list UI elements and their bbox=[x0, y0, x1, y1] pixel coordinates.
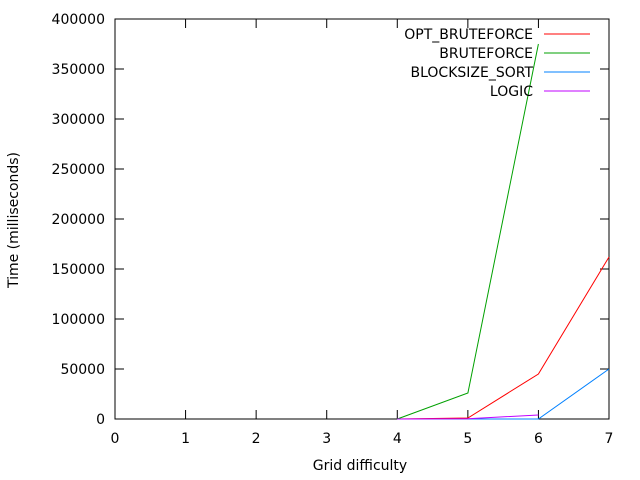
x-axis-label: Grid difficulty bbox=[313, 458, 407, 474]
legend-label-blocksize-sort: BLOCKSIZE_SORT bbox=[411, 65, 534, 81]
y-axis-label: Time (milliseconds) bbox=[6, 152, 22, 289]
y-tick-label: 150000 bbox=[52, 262, 105, 278]
y-tick-label: 100000 bbox=[52, 312, 105, 328]
y-tick-label: 250000 bbox=[52, 162, 105, 178]
x-tick-label: 7 bbox=[605, 431, 614, 447]
series-line-blocksize-sort bbox=[397, 368, 610, 420]
x-tick-label: 6 bbox=[534, 431, 543, 447]
series-lines bbox=[397, 43, 610, 420]
x-tick-label: 1 bbox=[181, 431, 190, 447]
x-tick-label: 5 bbox=[463, 431, 472, 447]
y-tick-label: 200000 bbox=[52, 212, 105, 228]
legend-label-opt-bruteforce: OPT_BRUTEFORCE bbox=[404, 27, 533, 43]
legend-label-bruteforce: BRUTEFORCE bbox=[439, 46, 533, 62]
legend: OPT_BRUTEFORCE BRUTEFORCE BLOCKSIZE_SORT LO… bbox=[404, 27, 590, 100]
series-line-logic bbox=[397, 414, 539, 420]
x-tick-label: 3 bbox=[322, 431, 331, 447]
y-tick-label: 400000 bbox=[52, 12, 105, 28]
axis-ticks: 0 50000 100000 150000 200000 250000 300000 3500… bbox=[52, 12, 614, 447]
series-line-opt-bruteforce bbox=[397, 256, 610, 420]
x-tick-label: 4 bbox=[393, 431, 402, 447]
series-line-bruteforce bbox=[397, 43, 539, 420]
x-tick-label: 2 bbox=[252, 431, 261, 447]
y-tick-label: 350000 bbox=[52, 62, 105, 78]
y-tick-label: 0 bbox=[96, 412, 105, 428]
legend-label-logic: LOGIC bbox=[490, 84, 533, 100]
x-tick-label: 0 bbox=[111, 431, 120, 447]
y-tick-label: 50000 bbox=[60, 362, 105, 378]
plot-frame bbox=[114, 18, 610, 420]
y-tick-label: 300000 bbox=[52, 112, 105, 128]
